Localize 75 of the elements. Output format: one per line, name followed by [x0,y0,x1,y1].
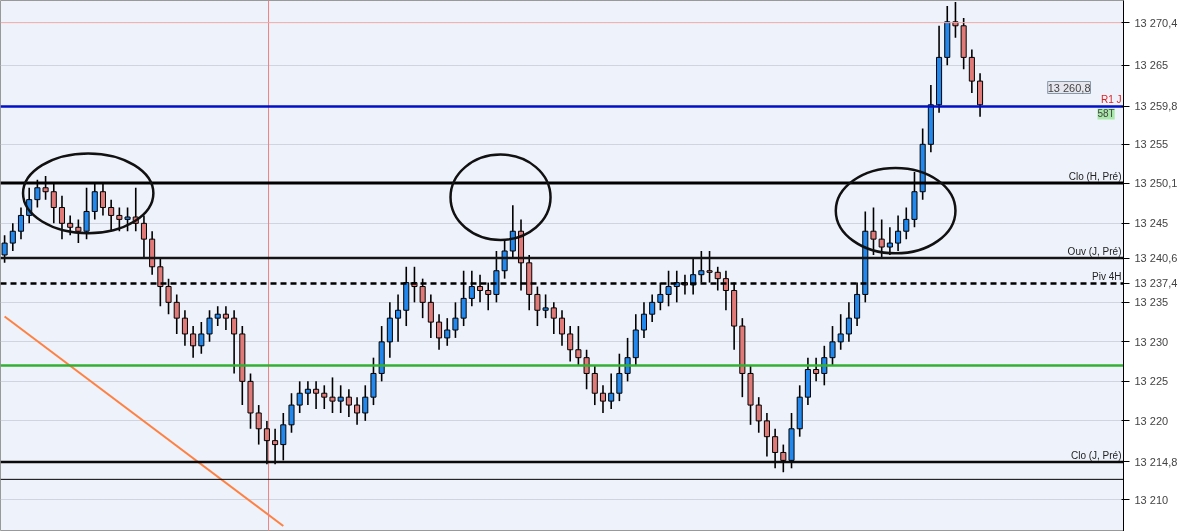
candlestick [173,293,180,335]
ref-line-label: Clo (H, Pré) [1068,171,1122,183]
candlestick [550,301,557,335]
candlestick [370,356,377,406]
candlestick [608,372,615,410]
y-tick-label: 13 245 [1134,217,1169,230]
y-tick-label: 13 250,1 [1134,177,1178,190]
candlestick [829,325,836,367]
candlestick [288,392,295,434]
candlestick [190,325,197,359]
candlestick [591,364,598,406]
candlestick [977,72,984,118]
y-tick-label: 13 259,8 [1134,100,1178,113]
candlestick [214,305,221,327]
candlestick [599,384,607,414]
candlestick [386,301,393,359]
candlestick [231,309,238,375]
y-tick-label: 13 265 [1134,59,1169,72]
candlestick [649,293,656,323]
candlestick [206,309,213,343]
candlestick [362,384,369,422]
candlestick [870,206,877,256]
candlestick [903,206,910,240]
candlestick [354,396,361,426]
annotation: 58T [1097,108,1115,120]
candlestick [558,309,566,347]
y-tick-label: 13 270,4 [1134,16,1178,29]
candlestick [198,321,205,355]
candlestick [444,317,451,347]
candlestick [845,301,852,343]
y-tick-label: 13 214,8 [1134,455,1178,468]
y-tick-label: 13 255 [1134,138,1169,151]
candlestick [321,384,328,410]
candlestick [17,206,25,240]
candlestick [313,380,320,410]
candlestick [886,226,893,256]
y-tick-label: 13 237,4 [1134,277,1178,290]
y-tick-label: 13 240,6 [1134,252,1178,265]
candlestick [952,1,959,39]
candlestick [640,301,648,339]
y-tick-label: 13 210 [1134,493,1169,506]
y-tick-label: 13 220 [1134,414,1169,427]
candlestick [181,309,188,347]
candlestick [878,218,885,260]
candlestick [296,380,303,414]
candlestick [436,313,443,351]
candlestick [837,313,844,351]
candlestick [895,214,902,252]
candlestick [968,48,975,94]
ref-line-label: Piv 4H [1092,271,1122,283]
candlestick [427,293,434,339]
candlestick [304,380,311,406]
candlestick [395,293,402,343]
candlestick [755,396,762,434]
y-tick-label: 13 235 [1134,296,1169,309]
candlestick [452,301,459,339]
candlestick [501,238,508,280]
ref-line-label: Ouv (J, Pré) [1067,246,1122,258]
ref-line-label: Clo (J, Pré) [1070,449,1122,461]
y-tick-label: 13 225 [1134,375,1169,388]
ref-line-label: R1 J [1100,94,1122,106]
candlestick [1,234,8,264]
candlestick [345,388,352,418]
candlestick [813,356,820,383]
y-tick-label: 13 230 [1134,335,1169,348]
candlestick [567,325,574,363]
candlestick [58,194,66,240]
candlestick [9,222,16,252]
candlestick [255,404,262,446]
candlestick [763,412,770,458]
candlestick [140,214,147,260]
candlestick [222,305,229,331]
candlestick [575,325,582,367]
annotation: 13 260,8 [1047,81,1091,94]
candlestick [67,214,74,236]
